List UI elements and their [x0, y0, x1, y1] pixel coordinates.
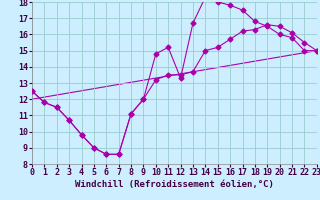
X-axis label: Windchill (Refroidissement éolien,°C): Windchill (Refroidissement éolien,°C) — [75, 180, 274, 189]
